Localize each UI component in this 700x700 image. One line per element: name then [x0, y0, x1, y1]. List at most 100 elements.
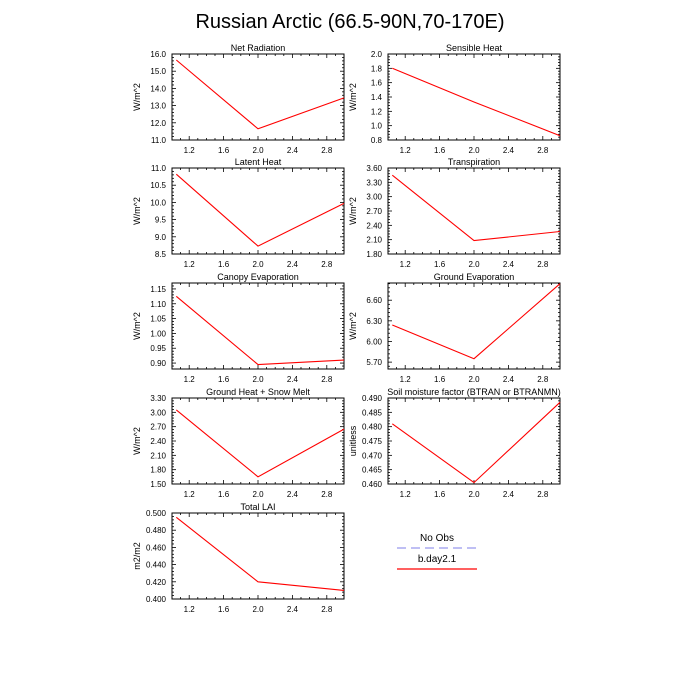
panel-title: Net Radiation [231, 43, 286, 53]
x-tick-label: 2.8 [321, 260, 333, 269]
x-tick-label: 2.4 [287, 146, 299, 155]
x-tick-label: 1.6 [218, 146, 230, 155]
x-tick-label: 2.0 [468, 375, 480, 384]
x-tick-label: 1.2 [400, 490, 412, 499]
panels: Net Radiation W/m^2 1.2 1.6 2.0 2.4 2.8 11.0 12.… [132, 43, 561, 614]
y-tick-label: 3.30 [366, 178, 382, 187]
panel-latent-heat: Latent Heat W/m^2 1.2 1.6 2.0 2.4 2.8 8.5 9.0 9.5… [132, 157, 345, 269]
plot-frame [387, 282, 561, 370]
x-tick-label: 2.8 [537, 375, 549, 384]
y-tick-label: 6.30 [366, 317, 382, 326]
series-line-b-day2-1 [175, 295, 345, 366]
plot-frame [171, 53, 345, 141]
panel-transpiration: Transpiration W/m^2 1.2 1.6 2.0 2.4 2.8 1.80 2.1… [348, 157, 561, 269]
y-tick-label: 1.05 [150, 315, 166, 324]
legend: No Obs b.day2.1 [397, 533, 477, 570]
x-tick-label: 1.6 [434, 146, 446, 155]
y-tick-label: 2.10 [366, 236, 382, 245]
y-tick-label: 3.00 [366, 193, 382, 202]
y-axis-label: W/m^2 [348, 197, 358, 225]
y-tick-label: 0.480 [362, 423, 383, 432]
panel-title: Canopy Evaporation [217, 272, 299, 282]
x-tick-label: 1.6 [218, 605, 230, 614]
plot-frame [387, 53, 561, 141]
y-tick-label: 16.0 [150, 50, 166, 59]
x-tick-label: 2.0 [252, 605, 264, 614]
x-tick-label: 2.0 [468, 146, 480, 155]
panel-net-radiation: Net Radiation W/m^2 1.2 1.6 2.0 2.4 2.8 11.0 12.… [132, 43, 345, 155]
x-tick-label: 1.2 [184, 605, 196, 614]
y-axis-label: W/m^2 [348, 312, 358, 340]
panel-title: Total LAI [240, 502, 275, 512]
y-tick-label: 0.480 [146, 526, 167, 535]
y-axis-label: W/m^2 [348, 83, 358, 111]
x-tick-label: 2.0 [252, 260, 264, 269]
x-tick-label: 2.4 [503, 146, 515, 155]
y-tick-label: 0.460 [146, 543, 167, 552]
panel-title: Ground Heat + Snow Melt [206, 387, 310, 397]
panel-title: Ground Evaporation [434, 272, 515, 282]
x-tick-label: 1.2 [400, 375, 412, 384]
x-tick-label: 2.8 [537, 490, 549, 499]
y-tick-label: 2.70 [150, 423, 166, 432]
x-tick-label: 2.4 [503, 375, 515, 384]
y-tick-label: 1.80 [366, 250, 382, 259]
panel-title: Latent Heat [235, 157, 282, 167]
plot-frame [171, 167, 345, 255]
x-tick-label: 1.6 [218, 260, 230, 269]
panel-title: Transpiration [448, 157, 500, 167]
y-axis-label: W/m^2 [132, 197, 142, 225]
y-tick-label: 6.00 [366, 337, 382, 346]
y-tick-label: 1.15 [150, 285, 166, 294]
legend-label-no-obs: No Obs [420, 533, 454, 544]
panel-ground-heat-snow-melt: Ground Heat + Snow Melt W/m^2 1.2 1.6 2.0 2.4… [132, 387, 345, 499]
series-line-b-day2-1 [392, 283, 561, 360]
legend-label-b-day2-1: b.day2.1 [418, 554, 457, 565]
x-tick-label: 2.0 [252, 146, 264, 155]
x-tick-label: 2.4 [503, 490, 515, 499]
panel-soil-moisture-factor-btran-or-btranmn: Soil moisture factor (BTRAN or BTRANMN) u… [348, 387, 561, 499]
y-axis-label: W/m^2 [132, 427, 142, 455]
x-tick-label: 1.2 [184, 260, 196, 269]
y-tick-label: 13.0 [150, 102, 166, 111]
plot-frame [387, 397, 561, 485]
x-tick-label: 1.6 [218, 490, 230, 499]
y-tick-label: 10.0 [150, 198, 166, 207]
y-tick-label: 8.5 [155, 250, 167, 259]
y-tick-label: 1.4 [371, 93, 383, 102]
series-line-b-day2-1 [175, 409, 345, 478]
series-line-b-day2-1 [175, 59, 345, 130]
panel-title: Sensible Heat [446, 43, 503, 53]
y-tick-label: 0.460 [362, 480, 383, 489]
y-tick-label: 1.6 [371, 79, 383, 88]
y-tick-label: 0.8 [371, 136, 383, 145]
y-tick-label: 1.8 [371, 64, 383, 73]
y-tick-label: 1.10 [150, 300, 166, 309]
x-tick-label: 1.2 [184, 490, 196, 499]
y-tick-label: 0.475 [362, 437, 383, 446]
y-axis-label: W/m^2 [132, 83, 142, 111]
panel-title: Soil moisture factor (BTRAN or BTRANMN) [387, 387, 561, 397]
series-line-b-day2-1 [175, 516, 345, 591]
x-tick-label: 1.6 [218, 375, 230, 384]
x-tick-label: 1.2 [184, 375, 196, 384]
y-tick-label: 2.40 [150, 437, 166, 446]
y-tick-label: 0.465 [362, 466, 383, 475]
x-tick-label: 2.8 [537, 260, 549, 269]
y-tick-label: 2.40 [366, 221, 382, 230]
x-tick-label: 2.0 [468, 490, 480, 499]
y-tick-label: 1.80 [150, 466, 166, 475]
x-tick-label: 2.4 [287, 490, 299, 499]
y-tick-label: 0.90 [150, 359, 166, 368]
y-tick-label: 9.5 [155, 216, 167, 225]
x-tick-label: 2.8 [537, 146, 549, 155]
x-tick-label: 1.2 [400, 260, 412, 269]
x-tick-label: 1.2 [400, 146, 412, 155]
x-tick-label: 2.0 [252, 375, 264, 384]
figure-title: Russian Arctic (66.5-90N,70-170E) [195, 11, 504, 33]
y-tick-label: 1.2 [371, 107, 383, 116]
y-tick-label: 2.10 [150, 451, 166, 460]
plot-frame [171, 512, 345, 600]
panel-ground-evaporation: Ground Evaporation W/m^2 1.2 1.6 2.0 2.4 2.8 5.… [348, 272, 561, 384]
